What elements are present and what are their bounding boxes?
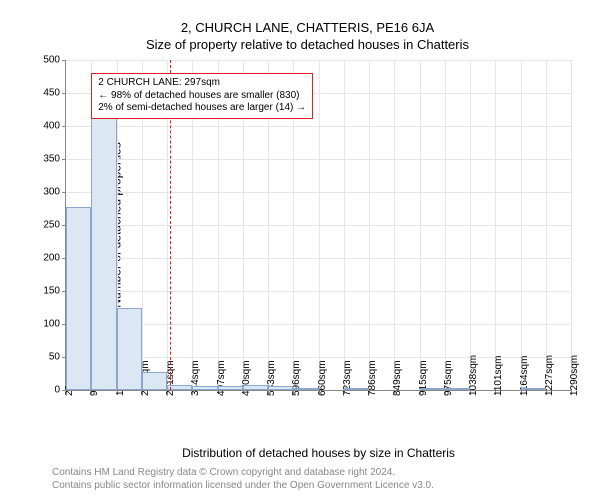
histogram-bar (344, 388, 369, 390)
ytick-label: 100 (43, 319, 66, 330)
xtick-label: 470sqm (241, 360, 252, 396)
histogram-bar (66, 207, 91, 390)
histogram-bar (268, 386, 293, 390)
gridline-vertical (369, 60, 370, 390)
gridline-vertical (420, 60, 421, 390)
histogram-bar (243, 385, 268, 390)
xtick-label: 975sqm (443, 360, 454, 396)
xtick-label: 596sqm (291, 360, 302, 396)
xtick-label: 915sqm (418, 360, 429, 396)
gridline-vertical (344, 60, 345, 390)
xtick-label: 533sqm (266, 360, 277, 396)
gridline-vertical (571, 60, 572, 390)
xtick-label: 723sqm (342, 360, 353, 396)
annotation-box: 2 CHURCH LANE: 297sqm← 98% of detached h… (91, 73, 313, 119)
histogram-bar (142, 372, 167, 390)
histogram-bar (192, 386, 217, 390)
histogram-bar (218, 386, 243, 390)
x-axis-label: Distribution of detached houses by size … (66, 446, 571, 460)
chart-title-line2: Size of property relative to detached ho… (30, 37, 585, 52)
gridline-vertical (495, 60, 496, 390)
xtick-label: 1101sqm (493, 356, 504, 396)
gridline-vertical (319, 60, 320, 390)
annotation-line: 2 CHURCH LANE: 297sqm (98, 77, 306, 90)
xtick-label: 407sqm (216, 360, 227, 396)
histogram-bar (521, 388, 546, 390)
chart-container: 2, CHURCH LANE, CHATTERIS, PE16 6JA Size… (30, 20, 585, 450)
gridline-vertical (394, 60, 395, 390)
xtick-label: 344sqm (190, 360, 201, 396)
histogram-bar (445, 388, 470, 390)
gridline-vertical (445, 60, 446, 390)
ytick-label: 150 (43, 286, 66, 297)
annotation-line: 2% of semi-detached houses are larger (1… (98, 102, 306, 115)
xtick-label: 849sqm (392, 360, 403, 396)
plot-area: Number of detached properties Distributi… (65, 60, 571, 391)
ytick-label: 300 (43, 187, 66, 198)
gridline-vertical (521, 60, 522, 390)
xtick-label: 660sqm (317, 360, 328, 396)
ytick-label: 200 (43, 253, 66, 264)
ytick-label: 500 (43, 55, 66, 66)
histogram-bar (91, 118, 116, 390)
footer-line1: Contains HM Land Registry data © Crown c… (52, 466, 434, 479)
footer-attribution: Contains HM Land Registry data © Crown c… (52, 466, 434, 492)
gridline-vertical (470, 60, 471, 390)
annotation-line: ← 98% of detached houses are smaller (83… (98, 90, 306, 103)
chart-title-line1: 2, CHURCH LANE, CHATTERIS, PE16 6JA (30, 20, 585, 35)
histogram-bar (293, 388, 318, 390)
histogram-bar (117, 308, 142, 391)
gridline-vertical (546, 60, 547, 390)
xtick-label: 786sqm (367, 360, 378, 396)
footer-line2: Contains public sector information licen… (52, 479, 434, 492)
xtick-label: 1290sqm (569, 355, 580, 396)
ytick-label: 400 (43, 121, 66, 132)
ytick-label: 450 (43, 88, 66, 99)
ytick-label: 350 (43, 154, 66, 165)
ytick-label: 50 (49, 352, 66, 363)
ytick-label: 250 (43, 220, 66, 231)
histogram-bar (420, 388, 445, 390)
